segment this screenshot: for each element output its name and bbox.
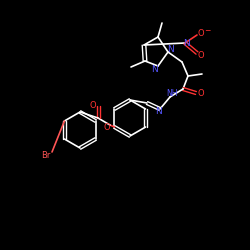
Text: O: O — [198, 30, 204, 38]
Text: O: O — [90, 102, 96, 110]
Text: N: N — [168, 46, 174, 54]
Text: O: O — [198, 88, 204, 98]
Text: N: N — [152, 64, 158, 74]
Text: O: O — [104, 122, 110, 132]
Text: Br: Br — [41, 150, 51, 160]
Text: NH: NH — [166, 88, 177, 98]
Text: −: − — [204, 26, 210, 36]
Text: N: N — [182, 38, 190, 48]
Text: O: O — [198, 50, 204, 59]
Text: N: N — [154, 106, 162, 116]
